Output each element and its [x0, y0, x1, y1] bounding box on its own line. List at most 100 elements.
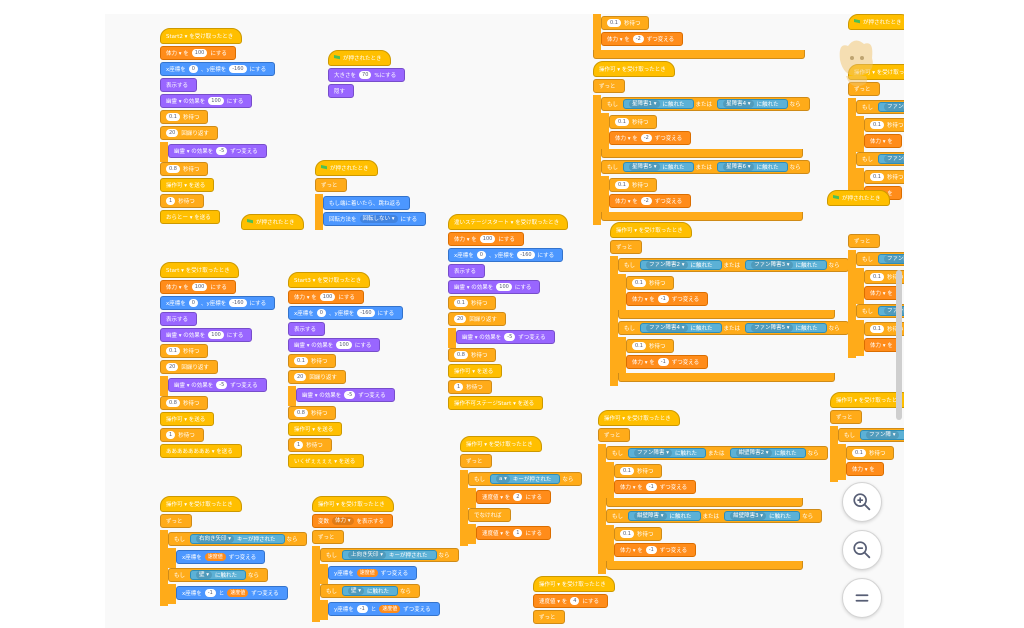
bounce-block[interactable]: もし端に着いたら、跳ね返る: [323, 196, 410, 210]
set-effect-block[interactable]: 幽霊 ▾ の効果を 100 にする: [160, 94, 253, 108]
set-variable-block[interactable]: 体力 ▾ を 100 にする: [448, 232, 524, 246]
repeat-block[interactable]: 20 回繰り返す: [288, 370, 346, 384]
wait-block[interactable]: 1 秒待つ: [448, 380, 492, 394]
goto-xy-block[interactable]: x座標を 0 、y座標を -160 にする: [448, 248, 564, 262]
forever-block[interactable]: ずっと: [312, 530, 344, 544]
hat-block[interactable]: 操作可 ▾ を受け取ったとき: [830, 392, 904, 408]
broadcast-block[interactable]: 操作可 ▾ を送る: [160, 412, 215, 426]
change-variable-block[interactable]: 体力 ▾ を -1 ずつ変える: [614, 480, 697, 494]
broadcast-block[interactable]: 操作可 ▾ を送る: [160, 178, 215, 192]
forever-block[interactable]: ずっと: [315, 178, 347, 192]
show-block[interactable]: 表示する: [160, 312, 198, 326]
repeat-block[interactable]: 20 回繰り返す: [160, 126, 218, 140]
broadcast-block[interactable]: 操作可 ▾ を送る: [288, 422, 343, 436]
flag-hat-block[interactable]: が押されたとき: [328, 50, 391, 66]
set-effect-block[interactable]: 幽霊 ▾ の効果を 100 にする: [160, 328, 253, 342]
forever-block[interactable]: ずっと: [848, 234, 880, 248]
hat-block[interactable]: 操作可 ▾ を受け取ったとき: [533, 576, 615, 592]
change-variable-block[interactable]: 体力 ▾ を: [864, 286, 902, 300]
wait-block[interactable]: 1 秒待つ: [160, 194, 204, 208]
show-block[interactable]: 表示する: [448, 264, 486, 278]
change-y-block[interactable]: y座標を -1 と速度値 ずつ変える: [328, 602, 440, 616]
hat-block[interactable]: Start2 ▾ を受け取ったとき: [160, 28, 243, 44]
script-right-flag2[interactable]: が押されたとき: [827, 190, 890, 208]
wait-block[interactable]: 0.8 秒待つ: [288, 406, 337, 420]
script-stage-start[interactable]: 違いステージスタート ▾ を受け取ったとき 体力 ▾ を 100 にする x座標を 0…: [448, 214, 569, 412]
broadcast-block[interactable]: いくぜぇぇぇぇ ▾ を送る: [288, 454, 365, 468]
script-speed[interactable]: 操作可 ▾ を受け取ったとき 速度値 ▾ を 4 にする ずっと: [533, 576, 615, 626]
set-variable-block[interactable]: 体力 ▾ を 100 にする: [160, 46, 236, 60]
forever-block[interactable]: ずっと: [598, 428, 630, 442]
script-flag-bounce[interactable]: が押されたとき ずっと もし端に着いたら、跳ね返る 回転方法を 回転しない ▾ にす…: [315, 160, 427, 230]
vertical-scrollbar[interactable]: [896, 270, 902, 420]
if-block[interactable]: もし 星障害1 ▾ に触れた または 星障害4 ▾ に触れた なら: [601, 97, 810, 111]
hat-block[interactable]: 違いステージスタート ▾ を受け取ったとき: [448, 214, 569, 230]
broadcast-block[interactable]: 操作不可ステージStart ▾ を送る: [448, 396, 544, 410]
script-start2[interactable]: Start2 ▾ を受け取ったとき 体力 ▾ を 100 にする x座標を 0 、y座標…: [160, 28, 276, 226]
change-x-block[interactable]: x座標を -1 と速度値 ずつ変える: [176, 586, 288, 600]
script-fan-wall[interactable]: 操作可 ▾ を受け取ったとき ずっと もし ファン障害 ▾ に触れた または 紺壁障害2…: [598, 410, 828, 574]
hat-block[interactable]: 操作可 ▾ を受け取ったとき: [160, 496, 242, 512]
forever-block[interactable]: ずっと: [533, 610, 565, 624]
script-start3[interactable]: Start3 ▾ を受け取ったとき 体力 ▾ を 100 にする x座標を 0 、y座標…: [288, 272, 404, 470]
change-effect-block[interactable]: 幽霊 ▾ の効果を -5 ずつ変える: [296, 388, 395, 402]
if-block[interactable]: もしファン障 ▾: [838, 428, 904, 442]
hat-block[interactable]: 操作可 ▾ を受け取ったとき: [610, 222, 692, 238]
if-block[interactable]: もし ファン障害4 ▾ に触れた または ファン障害5 ▾ に触れた なら: [618, 321, 849, 335]
if-block[interactable]: もし ファン障害 ▾ に触れた または 紺壁障害2 ▾ に触れた なら: [606, 446, 828, 460]
script-obstacle-top[interactable]: 0.1 秒待つ 体力 ▾ を -2 ずつ変える 操作可 ▾ を受け取ったとき ずっと …: [593, 14, 810, 225]
change-y-block[interactable]: y座標を 速度値 ずつ変える: [328, 566, 418, 580]
forever-block[interactable]: ずっと: [593, 79, 625, 93]
forever-block[interactable]: ずっと: [830, 410, 862, 424]
script-op-akey[interactable]: 操作可 ▾ を受け取ったとき ずっと もし a ▾ キーが押された なら 速度値 ▾ …: [460, 436, 583, 546]
change-effect-block[interactable]: 幽霊 ▾ の効果を -5 ずつ変える: [168, 378, 267, 392]
set-variable-block[interactable]: 速度値 ▾ を 2 にする: [476, 490, 552, 504]
hat-block[interactable]: 操作可 ▾ を受け取ったとき: [312, 496, 394, 512]
hide-block[interactable]: 隠す: [328, 84, 355, 98]
flag-hat-block[interactable]: が押されたとき: [827, 190, 890, 206]
script-start[interactable]: Start ▾ を受け取ったとき 体力 ▾ を 100 にする x座標を 0 、y座標を…: [160, 262, 276, 460]
broadcast-block[interactable]: おらとー ▾ を送る: [160, 210, 220, 224]
change-x-block[interactable]: x座標を 速度値 ずつ変える: [176, 550, 266, 564]
zoom-out-button[interactable]: [842, 530, 882, 570]
change-variable-block[interactable]: 体力 ▾ を -1 ずつ変える: [614, 543, 697, 557]
show-block[interactable]: 表示する: [160, 78, 198, 92]
wait-block[interactable]: 0.8 秒待つ: [160, 162, 209, 176]
wait-block[interactable]: 1 秒待つ: [288, 438, 332, 452]
change-variable-block[interactable]: 体力 ▾ を: [864, 134, 902, 148]
set-effect-block[interactable]: 幽霊 ▾ の効果を 100 にする: [448, 280, 541, 294]
goto-xy-block[interactable]: x座標を 0 、y座標を -160 にする: [160, 296, 276, 310]
forever-block[interactable]: ずっと: [610, 240, 642, 254]
flag-hat-block[interactable]: が押されたとき: [315, 160, 378, 176]
hat-block[interactable]: 操作可 ▾ を受け取ったとき: [598, 410, 680, 426]
script-flag-empty[interactable]: が押されたとき: [241, 214, 304, 232]
wait-block[interactable]: 0.8 秒待つ: [160, 396, 209, 410]
if-block[interactable]: もし 右向き矢印 ▾ キーが押された なら: [168, 532, 307, 546]
if-block[interactable]: もし壁 ▾ に触れた なら: [168, 568, 269, 582]
set-size-block[interactable]: 大きさを 70 %にする: [328, 68, 406, 82]
set-variable-block[interactable]: 体力 ▾ を 100 にする: [160, 280, 236, 294]
forever-block[interactable]: ずっと: [460, 454, 492, 468]
hat-block[interactable]: Start3 ▾ を受け取ったとき: [288, 272, 371, 288]
goto-xy-block[interactable]: x座標を 0 、y座標を -160 にする: [160, 62, 276, 76]
script-workspace[interactable]: Start2 ▾ を受け取ったとき 体力 ▾ を 100 にする x座標を 0 、y座標…: [105, 14, 904, 628]
if-block[interactable]: もし 上向き矢印 ▾ キーが押された なら: [320, 548, 459, 562]
set-variable-block[interactable]: 体力 ▾ を 100 にする: [288, 290, 364, 304]
wait-block[interactable]: 0.8 秒待つ: [448, 348, 497, 362]
